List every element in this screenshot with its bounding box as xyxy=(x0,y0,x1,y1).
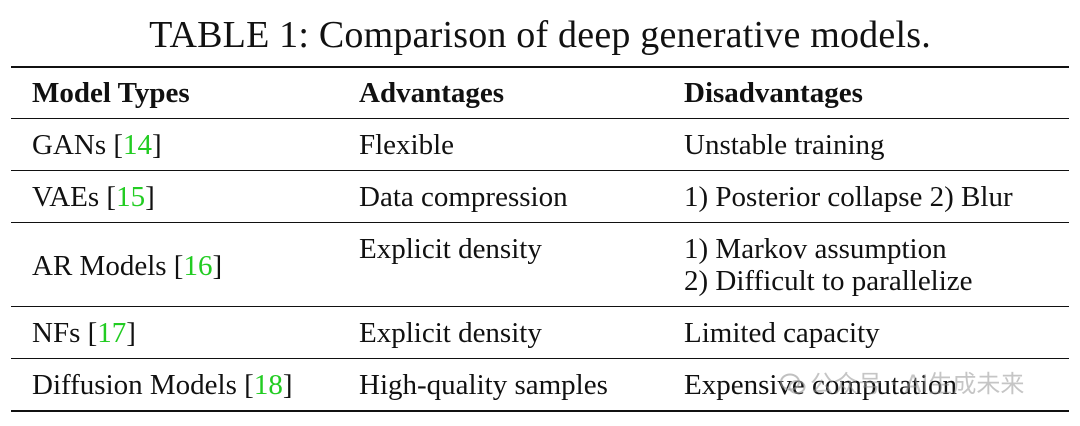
disadvantages-line-1: 1) Markov assumption xyxy=(684,233,947,265)
model-name: GANs xyxy=(32,129,107,161)
citation-link[interactable]: 14 xyxy=(123,129,153,161)
watermark: 公众号 · AI生成未来 xyxy=(780,364,1024,399)
model-name: Diffusion Models xyxy=(32,369,237,401)
model-cell: NFs [17] xyxy=(32,317,136,349)
citation-link[interactable]: 16 xyxy=(183,250,213,282)
header-advantages: Advantages xyxy=(359,77,505,109)
model-name: VAEs xyxy=(32,181,100,213)
disadvantages-cell: 1) Posterior collapse 2) Blur xyxy=(684,181,1013,213)
row-rule xyxy=(11,358,1069,359)
row-rule xyxy=(11,170,1069,171)
disadvantages-cell: Limited capacity xyxy=(684,317,880,349)
model-name: NFs xyxy=(32,317,81,349)
bottom-rule xyxy=(11,410,1069,412)
advantages-cell: Flexible xyxy=(359,129,455,161)
disadvantages-line-2: 2) Difficult to parallelize xyxy=(684,265,973,297)
top-rule xyxy=(11,66,1069,68)
advantages-cell: Explicit density xyxy=(359,317,542,349)
model-cell: GANs [14] xyxy=(32,129,162,161)
citation-link[interactable]: 15 xyxy=(116,181,146,213)
model-cell: AR Models [16] xyxy=(32,250,223,282)
model-cell: Diffusion Models [18] xyxy=(32,369,293,401)
advantages-cell: Explicit density xyxy=(359,233,542,265)
model-name: AR Models xyxy=(32,250,167,282)
wechat-icon xyxy=(780,373,806,395)
header-model-types: Model Types xyxy=(32,77,190,109)
citation-link[interactable]: 18 xyxy=(253,369,283,401)
advantages-cell: Data compression xyxy=(359,181,568,213)
row-rule xyxy=(11,306,1069,307)
watermark-text: 公众号 · AI生成未来 xyxy=(810,370,1025,398)
row-rule xyxy=(11,222,1069,223)
advantages-cell: High-quality samples xyxy=(359,369,608,401)
citation-link[interactable]: 17 xyxy=(97,317,127,349)
disadvantages-cell: Unstable training xyxy=(684,129,885,161)
header-rule xyxy=(11,118,1069,119)
header-disadvantages: Disadvantages xyxy=(684,77,863,109)
table-caption: TABLE 1: Comparison of deep generative m… xyxy=(149,14,931,56)
model-cell: VAEs [15] xyxy=(32,181,155,213)
disadvantages-cell: Expensive computation xyxy=(684,369,958,401)
